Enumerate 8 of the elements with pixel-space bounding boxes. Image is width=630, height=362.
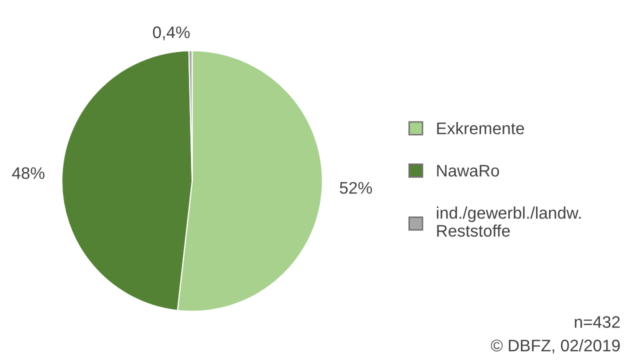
- text: © DBFZ, 02/2019: [490, 339, 620, 354]
- legend-label: Exkremente: [437, 122, 524, 134]
- text: n=432: [574, 316, 620, 328]
- data-label: 52%: [340, 182, 372, 194]
- legend-label: ind./gewerbl./landw. Reststoffe: [436, 206, 581, 237]
- data-label: 48%: [12, 167, 44, 180]
- legend-label: NawaRo: [437, 164, 500, 177]
- data-label: 0,4%: [152, 26, 190, 40]
